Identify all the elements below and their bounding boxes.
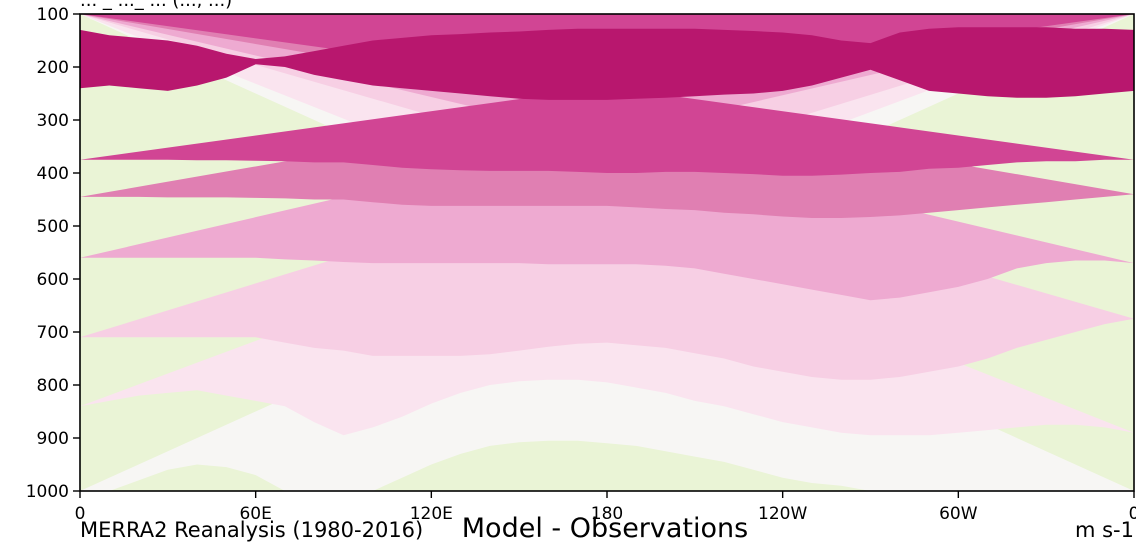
y-tick-label: 900 [37,429,69,449]
x-tick-label: 180 [591,504,623,524]
y-tick-label: 600 [37,270,69,290]
y-tick-label: 1000 [26,482,69,502]
contour-fill-jet-core [80,27,1134,100]
units-caption: m s-1 [1075,518,1134,542]
x-tick-label: 120E [410,504,453,524]
y-tick-label: 400 [37,164,69,184]
x-tick-label: 120W [758,504,807,524]
x-axis: 0 60E 120E 180 120W 60W 0 [75,491,1136,524]
source-caption: MERRA2 Reanalysis (1980-2016) [80,518,423,542]
contour-fills [80,14,1134,491]
chart-title: ... _ ..._ ... (..., ...) [80,0,232,11]
y-tick-label: 200 [37,58,69,78]
y-tick-label: 100 [37,5,69,25]
x-tick-label: 0 [1129,504,1136,524]
x-tick-label: 60E [239,504,271,524]
y-tick-label: 300 [37,111,69,131]
y-axis: 100 200 300 400 500 600 700 800 900 1000 [26,5,80,502]
y-tick-label: 500 [37,217,69,237]
x-tick-label: 0 [75,504,86,524]
panel-caption: Model - Observations [462,513,748,543]
x-tick-label: 60W [939,504,978,524]
y-tick-label: 700 [37,323,69,343]
y-tick-label: 800 [37,376,69,396]
